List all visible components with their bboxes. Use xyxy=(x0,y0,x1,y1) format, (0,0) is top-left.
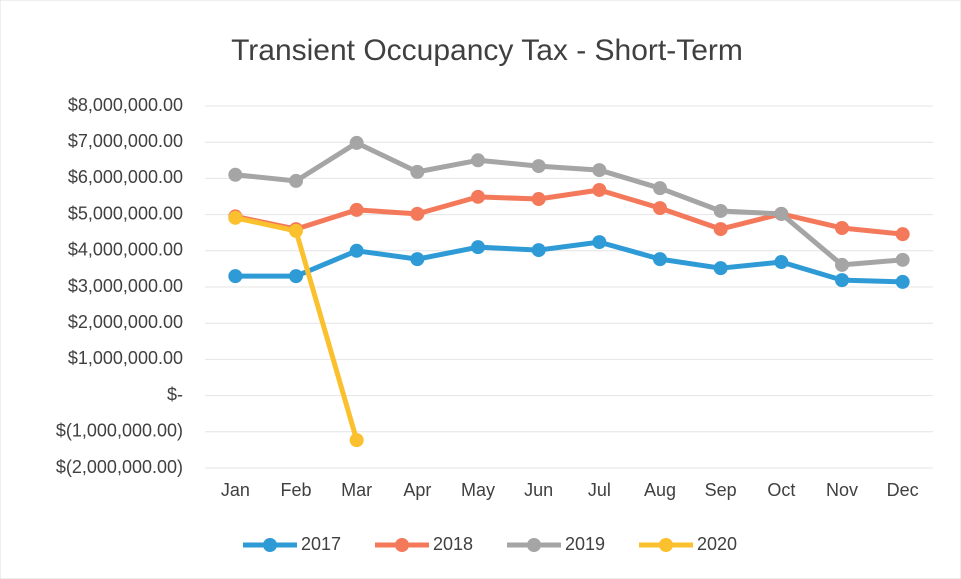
legend-label: 2017 xyxy=(301,534,341,554)
y-tick-label: $- xyxy=(167,384,183,404)
data-point xyxy=(471,240,485,255)
data-point xyxy=(592,182,607,197)
x-tick-label: Sep xyxy=(705,480,737,500)
x-tick-label: Mar xyxy=(341,480,372,500)
data-point xyxy=(289,173,303,188)
data-point xyxy=(653,201,667,216)
y-tick-label: $4,000,000.00 xyxy=(68,240,183,260)
x-tick-label: Jun xyxy=(524,480,553,500)
data-point xyxy=(653,181,667,196)
x-tick-label: Jul xyxy=(588,480,611,500)
y-tick-label: $3,000,000.00 xyxy=(68,276,183,296)
data-point xyxy=(835,257,849,272)
y-tick-label: $1,000,000.00 xyxy=(68,348,183,368)
data-point xyxy=(774,206,789,221)
y-tick-label: $6,000,000.00 xyxy=(68,167,183,187)
y-tick-label: $2,000,000.00 xyxy=(68,312,183,332)
series-line xyxy=(235,140,903,268)
legend-marker xyxy=(659,538,673,552)
legend-marker xyxy=(395,538,409,552)
data-point xyxy=(713,222,728,237)
x-tick-label: Feb xyxy=(280,480,311,500)
data-point xyxy=(471,153,485,168)
data-point xyxy=(228,269,243,284)
data-point xyxy=(531,192,546,207)
legend-label: 2019 xyxy=(565,534,605,554)
legend-marker xyxy=(527,538,541,552)
data-point xyxy=(835,220,849,235)
x-tick-label: Nov xyxy=(826,480,858,500)
data-point xyxy=(349,135,364,150)
legend-label: 2018 xyxy=(433,534,473,554)
data-point xyxy=(228,210,243,225)
data-point xyxy=(653,252,667,267)
y-tick-label: $(1,000,000.00) xyxy=(56,421,183,441)
data-point xyxy=(410,206,425,221)
data-point xyxy=(895,274,910,289)
legend-label: 2020 xyxy=(697,534,737,554)
data-point xyxy=(774,255,789,270)
series-line xyxy=(234,187,903,237)
data-point xyxy=(289,223,303,238)
data-point xyxy=(349,243,364,258)
data-point xyxy=(592,235,607,250)
x-tick-label: Apr xyxy=(403,480,431,500)
data-point xyxy=(895,227,910,242)
series-line xyxy=(235,239,903,285)
data-point xyxy=(895,252,910,267)
data-point xyxy=(835,273,849,288)
data-point xyxy=(592,163,607,178)
y-tick-label: $(2,000,000.00) xyxy=(56,457,183,477)
data-point xyxy=(349,202,364,217)
x-tick-label: May xyxy=(461,480,495,500)
chart-title: Transient Occupancy Tax - Short-Term xyxy=(231,34,743,67)
data-point xyxy=(471,189,485,204)
data-point xyxy=(713,261,728,276)
x-tick-label: Jan xyxy=(221,480,250,500)
data-point xyxy=(228,167,243,182)
data-point xyxy=(289,269,303,284)
y-tick-label: $7,000,000.00 xyxy=(68,131,183,151)
y-tick-label: $5,000,000.00 xyxy=(68,203,183,223)
y-tick-label: $8,000,000.00 xyxy=(68,95,183,115)
x-tick-label: Aug xyxy=(644,480,676,500)
data-point xyxy=(410,252,425,267)
data-point xyxy=(531,159,546,174)
data-point xyxy=(410,164,425,179)
x-tick-label: Oct xyxy=(767,480,795,500)
legend-marker xyxy=(263,538,277,552)
data-point xyxy=(531,243,546,258)
x-tick-label: Dec xyxy=(887,480,919,500)
data-point xyxy=(713,203,728,218)
data-point xyxy=(349,433,364,448)
